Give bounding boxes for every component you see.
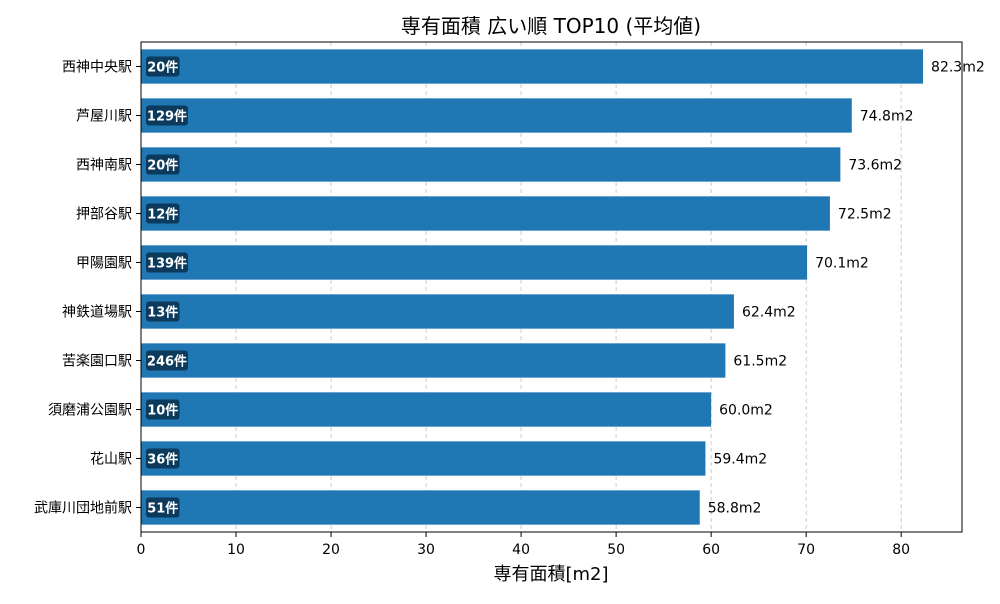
count-label: 36件 <box>147 452 178 468</box>
count-badge <box>146 497 180 518</box>
value-label: 73.6m2 <box>848 158 902 174</box>
category-label: 西神南駅 <box>76 158 132 174</box>
value-label: 74.8m2 <box>860 109 914 125</box>
bar <box>141 343 726 378</box>
count-label: 139件 <box>147 256 187 272</box>
x-axis-label: 専有面積[m2] <box>493 564 608 585</box>
count-label: 12件 <box>147 207 178 223</box>
count-label: 129件 <box>147 109 187 125</box>
bar <box>141 392 712 427</box>
x-tick-label: 40 <box>512 542 530 558</box>
category-label: 西神中央駅 <box>62 60 132 76</box>
bar <box>141 49 924 84</box>
x-tick-label: 60 <box>702 542 720 558</box>
bar <box>141 490 700 525</box>
bar <box>141 196 830 231</box>
value-label: 72.5m2 <box>838 207 892 223</box>
count-badge <box>146 203 180 224</box>
value-label: 62.4m2 <box>742 305 796 321</box>
bar <box>141 245 808 280</box>
count-badge <box>146 105 188 126</box>
chart-title: 専有面積 広い順 TOP10 (平均値) <box>401 14 701 38</box>
x-tick-label: 30 <box>417 542 435 558</box>
value-label: 60.0m2 <box>719 403 773 419</box>
count-badge <box>146 350 188 371</box>
count-label: 13件 <box>147 305 178 321</box>
bar <box>141 441 706 476</box>
count-badge <box>146 448 180 469</box>
category-label: 武庫川団地前駅 <box>34 500 132 517</box>
plot-frame <box>140 41 963 533</box>
value-label: 61.5m2 <box>733 354 787 370</box>
bar <box>141 147 841 182</box>
value-label: 59.4m2 <box>713 452 767 468</box>
value-label: 82.3m2 <box>931 60 985 76</box>
x-tick-label: 20 <box>322 542 340 558</box>
count-badge <box>146 56 180 77</box>
count-label: 10件 <box>147 403 178 419</box>
count-badge <box>146 301 180 322</box>
x-tick-label: 10 <box>227 542 245 558</box>
count-badge <box>146 399 180 420</box>
axes: 0 10 20 30 40 50 60 70 80 西神中央駅芦屋川駅西神南駅押部谷駅甲陽園駅神鉄… <box>34 60 910 559</box>
count-label: 51件 <box>147 501 178 517</box>
count-label: 20件 <box>147 60 178 76</box>
category-label: 苦楽園口駅 <box>62 354 132 370</box>
count-label: 20件 <box>147 158 178 174</box>
category-label: 甲陽園駅 <box>76 256 132 272</box>
category-label: 花山駅 <box>90 452 132 468</box>
category-label: 神鉄道場駅 <box>62 305 132 321</box>
category-label: 須磨浦公園駅 <box>48 403 132 419</box>
category-label: 押部谷駅 <box>76 207 132 223</box>
count-label: 246件 <box>147 354 187 370</box>
category-label: 芦屋川駅 <box>76 109 132 125</box>
count-badge <box>146 154 180 175</box>
bar <box>141 98 852 133</box>
count-badge <box>146 252 188 273</box>
bar <box>141 294 734 329</box>
x-tick-label: 50 <box>607 542 625 558</box>
x-tick-label: 70 <box>797 542 815 558</box>
value-label: 58.8m2 <box>708 501 762 517</box>
value-label: 70.1m2 <box>815 256 869 272</box>
bars: 20件 82.3m2 129件 74.8m2 20件 73.6m2 12件 72.5m2 139… <box>141 49 985 525</box>
x-tick-label: 0 <box>137 542 146 558</box>
x-tick-label: 80 <box>892 542 910 558</box>
